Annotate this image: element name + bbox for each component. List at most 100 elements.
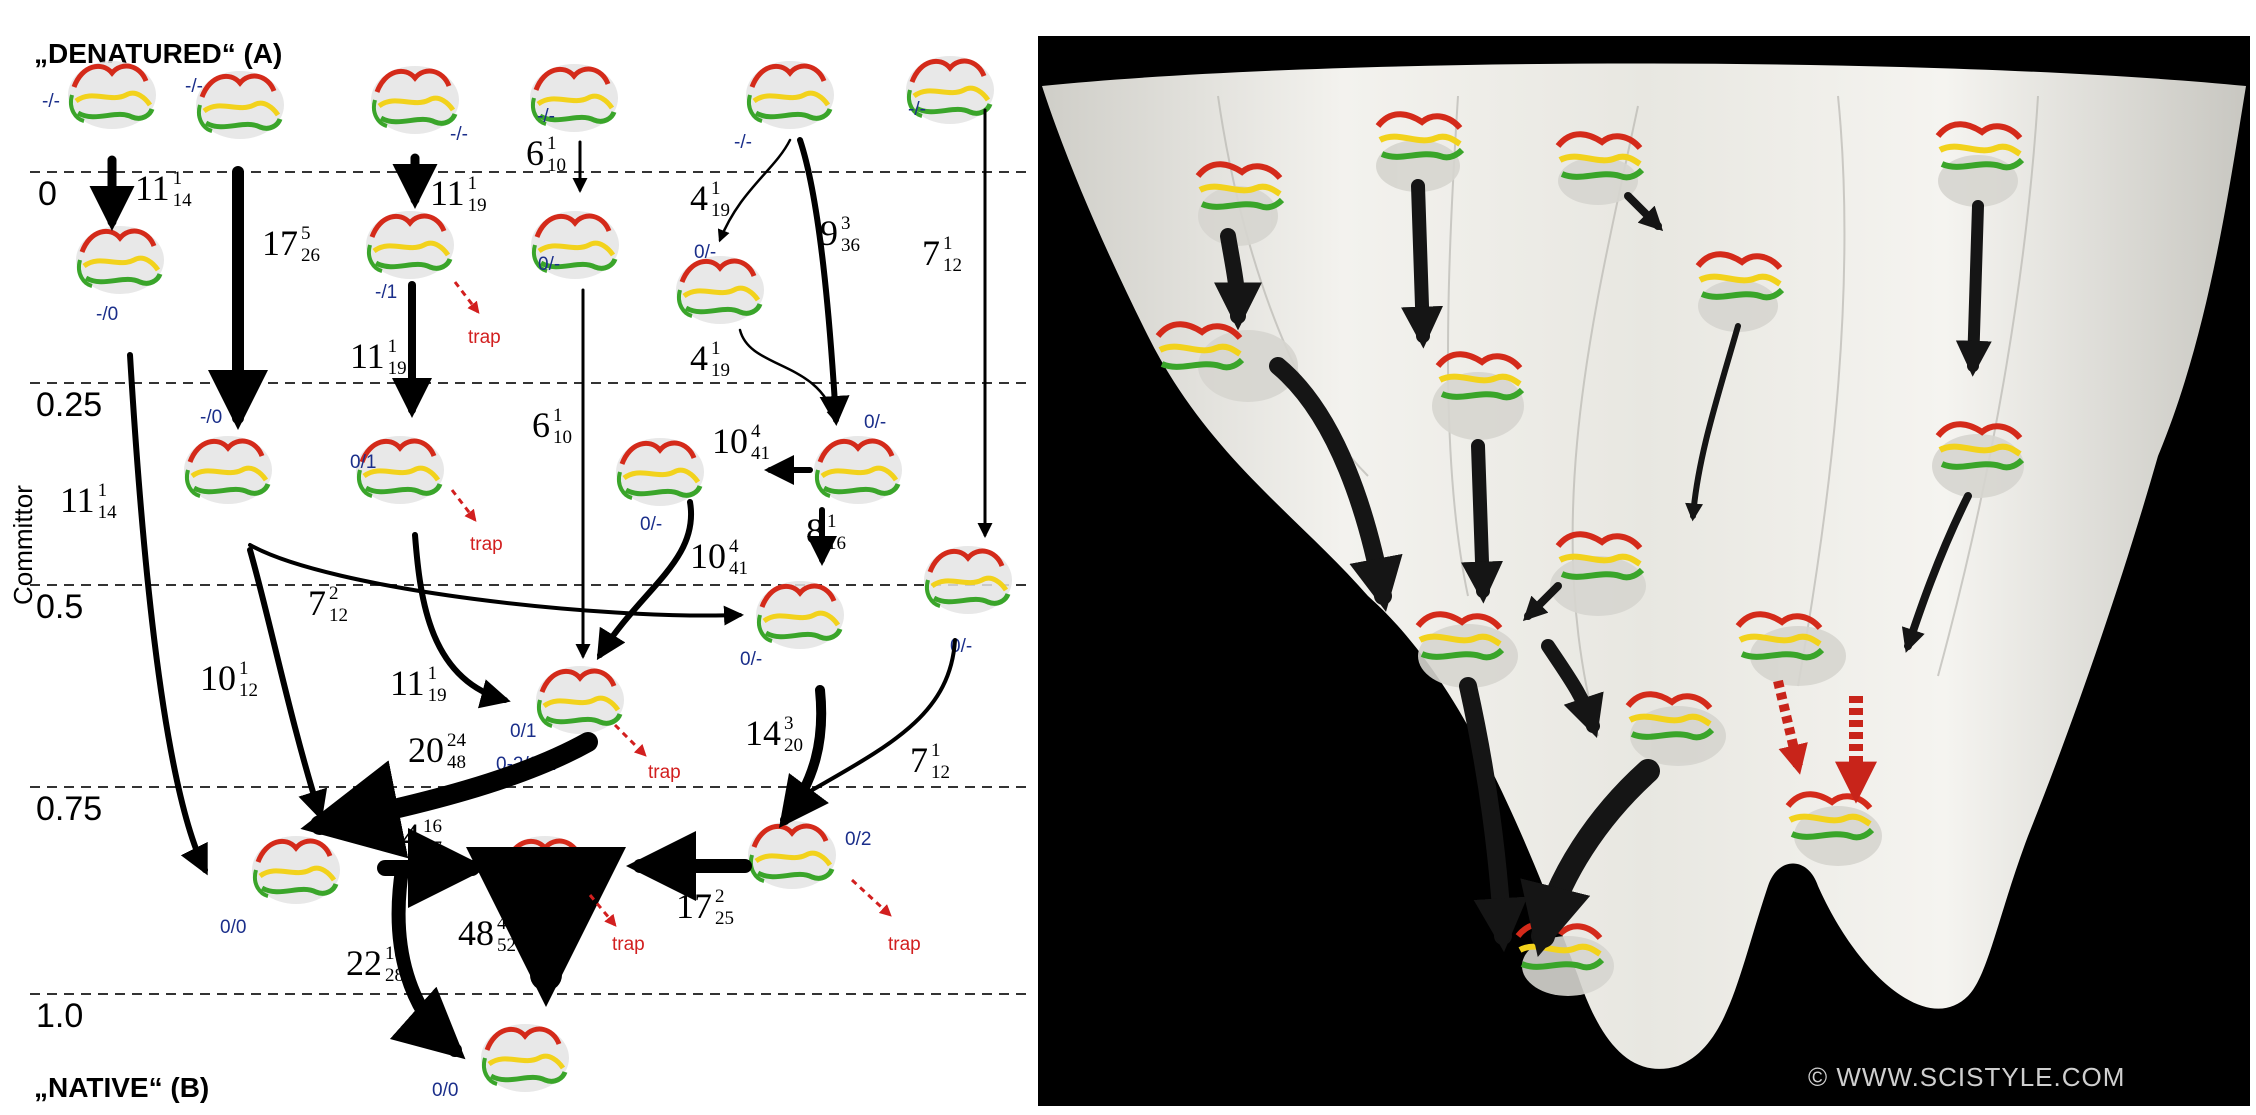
rate-base: 6	[532, 405, 550, 445]
trap-label-1: trap	[468, 327, 501, 348]
rate-sub: 47	[423, 838, 442, 859]
state-m1: -/1	[375, 282, 397, 303]
rate-base: 11	[135, 168, 170, 208]
rate-label-r15: 7 212	[308, 583, 348, 626]
state-00a: 0/0	[220, 917, 246, 938]
rate-label-r19: 14 320	[745, 713, 803, 756]
rate-sub: 41	[729, 558, 748, 579]
state-m0: -/0	[96, 304, 118, 325]
state-01a: 0/1	[350, 452, 376, 473]
rate-sup: 1	[711, 178, 721, 199]
rate-sub: 10	[547, 155, 566, 176]
rate-label-r12: 11 114	[60, 480, 117, 523]
rate-label-r9: 4 119	[690, 338, 730, 381]
rate-sub: 14	[98, 502, 118, 523]
rate-label-r6: 9 336	[820, 213, 860, 256]
pathway-arrows	[89, 108, 993, 1060]
tick-05: 0.5	[36, 588, 83, 626]
rate-label-r22: 17 225	[676, 886, 734, 929]
funnel-trap-arrows	[1773, 679, 1877, 804]
rate-base: 17	[262, 223, 298, 263]
trap-label-5: trap	[888, 934, 921, 955]
rate-sub: 52	[497, 935, 516, 956]
state-0m-e: 0/-	[740, 649, 762, 670]
tick-10: 1.0	[36, 997, 83, 1035]
rate-base: 10	[712, 421, 748, 461]
rate-base: 9	[820, 213, 838, 253]
rate-sup: 1	[388, 336, 398, 357]
structure-d1	[68, 61, 156, 129]
rate-sup: 1	[547, 133, 557, 154]
rate-sub: 25	[715, 908, 734, 929]
rate-label-r5: 4 119	[690, 178, 730, 221]
rate-sup: 16	[423, 816, 442, 837]
rate-sub: 10	[553, 427, 572, 448]
rate-base: 6	[526, 133, 544, 173]
structure-m1	[366, 211, 454, 279]
rate-sub: 36	[841, 235, 860, 256]
rate-sub: 19	[468, 195, 487, 216]
structure-00a	[252, 836, 340, 904]
structure-d5	[746, 61, 834, 129]
rate-label-r2: 17 526	[262, 223, 320, 266]
folding-funnel-landscape: © WWW.SCISTYLE.COM	[1038, 36, 2250, 1106]
state-02: 0/2	[845, 829, 871, 850]
trap-arrows	[450, 281, 892, 927]
rate-sup: 1	[931, 740, 941, 761]
rate-sub: 19	[388, 358, 407, 379]
structure-00b	[481, 1024, 569, 1092]
state-d4: -/-	[537, 106, 555, 127]
rate-sub: 20	[784, 735, 803, 756]
rate-base: 48	[458, 913, 494, 953]
trap-label-4: trap	[612, 934, 645, 955]
rate-sub: 12	[943, 255, 962, 276]
rate-sub: 16	[827, 533, 846, 554]
rate-base: 20	[408, 730, 444, 770]
rate-sup: 2	[329, 583, 339, 604]
structure-m0b	[184, 436, 272, 504]
rate-base: 7	[308, 583, 326, 623]
rate-sub: 19	[711, 360, 730, 381]
structure-0m-f	[924, 546, 1012, 614]
rate-sub: 14	[173, 190, 193, 211]
state-0m-d: 0/-	[864, 412, 886, 433]
rate-label-r16: 10 112	[200, 658, 258, 701]
rate-base: 11	[390, 663, 425, 703]
rate-base: 7	[922, 233, 940, 273]
rate-label-r11: 10 441	[712, 421, 770, 464]
transition-network-diagram: „DENATURED“ (A) „NATIVE“ (B) Committor 0…	[8, 38, 1030, 1103]
rate-base: 10	[200, 658, 236, 698]
rate-sup: 5	[301, 223, 311, 244]
rate-sup: 1	[943, 233, 953, 254]
structure-d3	[371, 66, 459, 134]
trap-label-2: trap	[470, 534, 503, 555]
rate-base: 10	[690, 536, 726, 576]
rate-sup: 1	[468, 173, 478, 194]
rate-label-r13: 8 116	[806, 511, 846, 554]
rate-label-r4: 6 110	[526, 133, 566, 176]
rate-sup: 1	[239, 658, 249, 679]
rate-label-r14: 10 441	[690, 536, 748, 579]
rate-sub: 48	[447, 752, 466, 773]
commitor-tick-labels: 0 0.25 0.5 0.75 1.0	[36, 175, 102, 1035]
rate-sup: 3	[841, 213, 851, 234]
state-d1: -/-	[42, 91, 60, 112]
rate-sub: 19	[711, 200, 730, 221]
rate-base: 22	[346, 943, 382, 983]
rate-base: 17	[676, 886, 712, 926]
rate-label-r8: 11 119	[350, 336, 407, 379]
rate-sup: 24	[447, 730, 467, 751]
tick-0: 0	[38, 175, 57, 213]
rate-sup: 1	[827, 511, 837, 532]
rate-label-r10: 6 110	[532, 405, 572, 448]
rate-base: 4	[690, 338, 708, 378]
rate-sup: 42	[497, 913, 516, 934]
rate-label-r3: 11 119	[430, 173, 487, 216]
rate-sub: 12	[931, 762, 950, 783]
rate-base: 7	[910, 740, 928, 780]
rate-sup: 1	[173, 168, 183, 189]
